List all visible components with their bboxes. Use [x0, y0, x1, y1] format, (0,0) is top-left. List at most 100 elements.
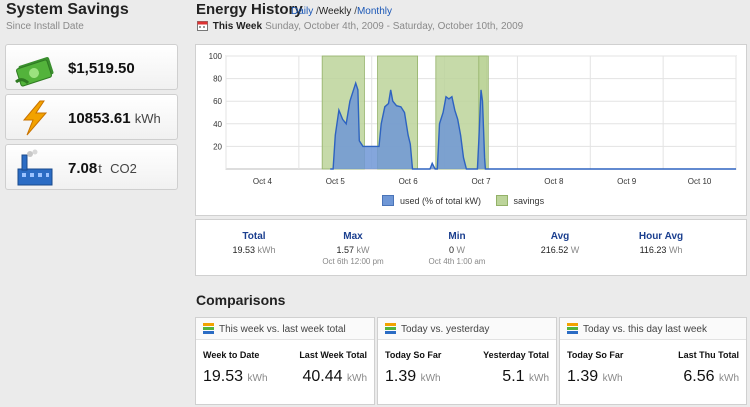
stat-label: Total — [242, 231, 266, 242]
x-tick-label: Oct 9 — [617, 177, 637, 186]
used-area — [330, 83, 736, 169]
comparison-header-text: Today vs. yesterday — [401, 324, 490, 335]
comparison-right-number: 6.56 — [683, 368, 715, 385]
money-savings-card: $1,519.50 — [5, 44, 178, 90]
legend-item-savings[interactable]: savings — [495, 195, 545, 206]
comparison-right-number: 40.44 — [302, 368, 343, 385]
link-separator: / — [316, 6, 319, 17]
x-tick-label: Oct 7 — [471, 177, 491, 186]
comparison-header-text: Today vs. this day last week — [583, 324, 707, 335]
money-icon — [15, 57, 54, 87]
energy-unit: kWh — [134, 111, 161, 126]
energy-savings-card: 10853.61 kWh — [5, 94, 178, 140]
y-tick-label: 20 — [213, 142, 222, 151]
stat-label: Max — [343, 231, 363, 242]
stat-unit: Wh — [668, 245, 683, 255]
comparisons-title: Comparisons — [196, 292, 286, 308]
daily-link[interactable]: Daily — [291, 6, 314, 17]
stat-time: Oct 4th 1:00 am — [428, 257, 486, 266]
comparison-right-label: Yesterday Total — [483, 350, 549, 360]
y-tick-label: 60 — [213, 97, 222, 106]
stat-min: Min 0 W Oct 4th 1:00 am — [402, 231, 512, 266]
comparison-left-number: 1.39 — [385, 368, 417, 385]
stat-avg: Avg 216.52 W — [505, 231, 615, 255]
calendar-icon[interactable] — [197, 20, 208, 31]
link-separator: / — [354, 6, 357, 17]
legend-item-used[interactable]: used (% of total kW) — [382, 195, 482, 206]
stat-number: 0 — [448, 245, 454, 255]
stat-label: Hour Avg — [638, 231, 684, 242]
factory-icon — [17, 149, 53, 186]
co2-number: 7.08 — [68, 160, 98, 177]
comparison-box-week: This week vs. last week total Week to Da… — [195, 317, 375, 405]
comparison-right-label: Last Thu Total — [678, 350, 739, 360]
comparison-left-label: Week to Date — [203, 350, 260, 360]
comparison-left-number: 19.53 — [203, 368, 244, 385]
stat-label: Avg — [550, 231, 570, 242]
co2-savings-card: 7.08t CO2 — [5, 144, 178, 190]
x-tick-label: Oct 4 — [253, 177, 273, 186]
week-range: This Week Sunday, October 4th, 2009 - Sat… — [197, 20, 523, 32]
lightning-icon — [22, 100, 48, 136]
comparison-right-value: 6.56 kWh — [683, 368, 739, 386]
legend-swatch-used — [382, 195, 394, 206]
co2-unit-t: t — [98, 161, 102, 176]
comparison-left-unit: kWh — [420, 373, 441, 384]
legend-label-used: used (% of total kW) — [400, 196, 482, 206]
chart-legend: used (% of total kW) savings — [382, 195, 556, 206]
comparison-icon — [567, 323, 578, 334]
comparison-box-today: Today vs. yesterday Today So Far Yesterd… — [377, 317, 557, 405]
x-tick-label: Oct 10 — [688, 177, 712, 186]
comparison-left-unit: kWh — [602, 373, 623, 384]
stat-number: 1.57 — [336, 245, 354, 255]
legend-swatch-savings — [495, 195, 508, 206]
energy-value: 10853.61 kWh — [68, 110, 161, 127]
comparison-left-label: Today So Far — [567, 350, 624, 360]
comparison-left-number: 1.39 — [567, 368, 599, 385]
comparison-header: Today vs. this day last week — [560, 318, 746, 340]
money-value: $1,519.50 — [68, 60, 135, 77]
stat-unit: kWh — [257, 245, 276, 255]
stats-panel: Total 19.53 kWh Max 1.57 kW Oct 6th 12:0… — [195, 219, 747, 276]
comparison-header: Today vs. yesterday — [378, 318, 556, 340]
comparison-box-last-week-day: Today vs. this day last week Today So Fa… — [559, 317, 747, 405]
co2-unit: CO2 — [110, 161, 137, 176]
stat-unit: W — [570, 245, 580, 255]
monthly-link[interactable]: Monthly — [356, 6, 392, 17]
stat-value: 116.23 Wh — [606, 245, 716, 255]
comparison-right-label: Last Week Total — [299, 350, 367, 360]
co2-value: 7.08t CO2 — [68, 160, 137, 177]
weekly-link[interactable]: Weekly — [318, 6, 352, 17]
comparison-right-value: 5.1 kWh — [502, 368, 549, 386]
comparison-right-number: 5.1 — [502, 368, 525, 385]
stat-value: 0 W — [402, 245, 512, 255]
week-dates: Sunday, October 4th, 2009 - Saturday, Oc… — [265, 21, 524, 32]
comparison-left-value: 1.39 kWh — [385, 368, 441, 386]
comparison-left-value: 19.53 kWh — [203, 368, 268, 386]
comparison-icon — [203, 323, 214, 334]
energy-number: 10853.61 — [68, 110, 131, 127]
stat-value: 1.57 kW — [298, 245, 408, 255]
y-tick-label: 100 — [209, 52, 223, 61]
comparison-icon — [385, 323, 396, 334]
legend-label-savings: savings — [513, 196, 545, 206]
y-tick-label: 40 — [213, 120, 222, 129]
comparison-header-text: This week vs. last week total — [219, 324, 346, 335]
stat-unit: kW — [356, 245, 370, 255]
comparison-header: This week vs. last week total — [196, 318, 374, 340]
comparison-left-unit: kWh — [247, 373, 268, 384]
stat-total: Total 19.53 kWh — [199, 231, 309, 255]
x-tick-label: Oct 6 — [399, 177, 419, 186]
stat-value: 19.53 kWh — [199, 245, 309, 255]
x-tick-label: Oct 8 — [544, 177, 564, 186]
energy-chart: 20 40 60 80 100 Oct 4 Oct 5 Oct 6 Oct 7 Oct 8 Oct … — [195, 44, 747, 216]
stat-time: Oct 6th 12:00 pm — [322, 257, 384, 266]
comparison-left-label: Today So Far — [385, 350, 442, 360]
stat-label: Min — [448, 231, 466, 242]
stat-unit: W — [456, 245, 466, 255]
stat-value: 216.52 W — [505, 245, 615, 255]
y-tick-label: 80 — [213, 75, 222, 84]
comparison-left-value: 1.39 kWh — [567, 368, 623, 386]
system-savings-title: System Savings — [6, 1, 129, 18]
since-install-label: Since Install Date — [6, 21, 84, 32]
